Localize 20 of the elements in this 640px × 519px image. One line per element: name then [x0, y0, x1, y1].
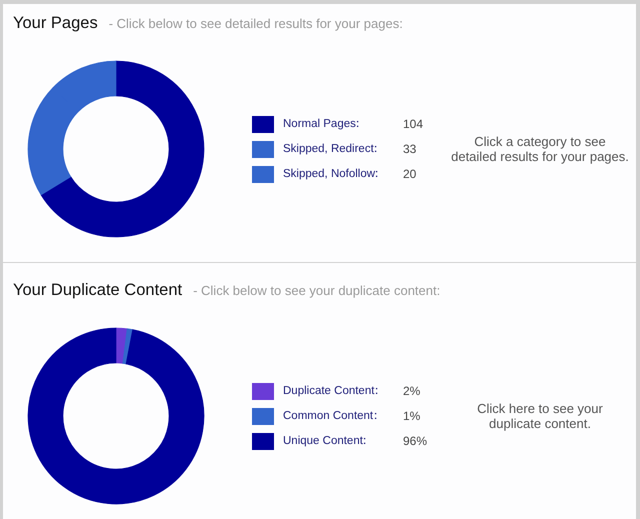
donut-slice — [40, 60, 204, 238]
chart-title: Your Duplicate Content — [13, 280, 182, 300]
legend-label: Normal Pages — [283, 118, 356, 130]
legend-label: Duplicate Content — [283, 385, 374, 397]
legend-label: Skipped, Redirect — [283, 143, 374, 155]
text: Click here to see your duplicate content. — [476, 401, 604, 431]
chart-title: Your Pages — [13, 13, 98, 33]
data-label: 20 — [403, 167, 416, 181]
legend-label: Skipped, Nofollow — [283, 168, 376, 180]
chart-subtitle: - Click below to see your duplicate content: — [193, 282, 440, 300]
data-label: 1% — [403, 409, 420, 423]
donut-slice — [27, 328, 204, 504]
legend-label: Common Content — [283, 410, 374, 422]
chart-subtitle: - Click below to see detailed results for your pages: — [108, 15, 403, 33]
data-label: 2% — [403, 384, 420, 398]
legend-label: Unique Content — [283, 435, 363, 447]
data-label: 33 — [403, 142, 416, 156]
data-label: 96% — [403, 434, 428, 448]
text: Click a category to see detailed results for your pages. — [450, 134, 630, 164]
data-label: 104 — [403, 117, 424, 131]
